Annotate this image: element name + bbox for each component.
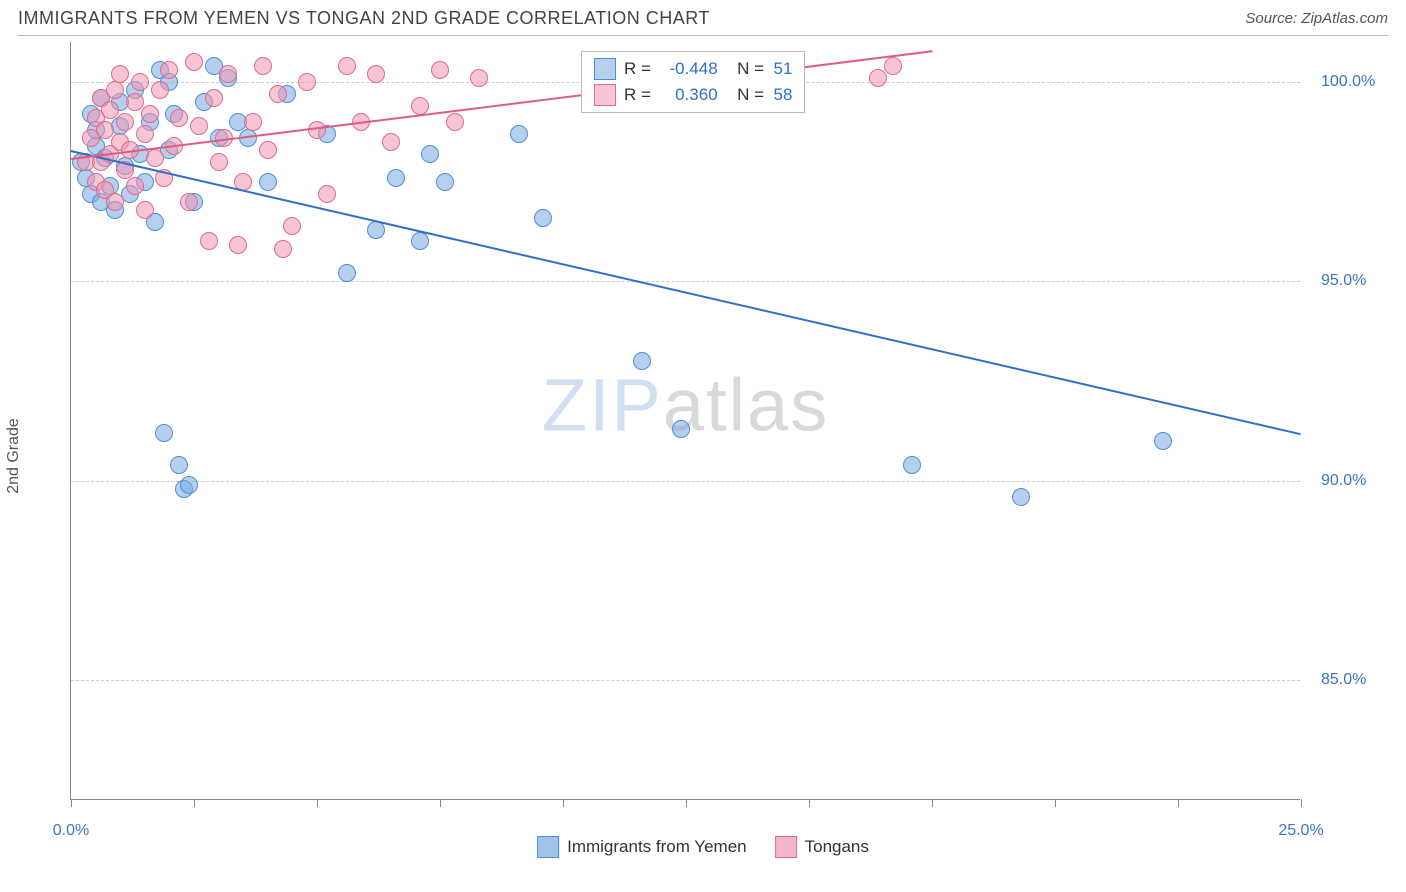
watermark-part1: ZIP bbox=[542, 364, 663, 447]
legend-swatch bbox=[537, 836, 559, 858]
plot-region: ZIPatlas 85.0%90.0%95.0%100.0%0.0%25.0%R… bbox=[70, 42, 1300, 800]
series-legend-label: Tongans bbox=[805, 837, 869, 857]
data-point bbox=[126, 177, 144, 195]
data-point bbox=[210, 153, 228, 171]
stats-legend: R = -0.448 N = 51 R = 0.360 N = 58 bbox=[581, 51, 805, 113]
data-point bbox=[151, 81, 169, 99]
chart-header: IMMIGRANTS FROM YEMEN VS TONGAN 2ND GRAD… bbox=[0, 0, 1406, 33]
y-tick-label: 100.0% bbox=[1321, 73, 1375, 91]
data-point bbox=[884, 57, 902, 75]
data-point bbox=[155, 424, 173, 442]
data-point bbox=[106, 81, 124, 99]
data-point bbox=[387, 169, 405, 187]
data-point bbox=[318, 185, 336, 203]
data-point bbox=[259, 173, 277, 191]
data-point bbox=[259, 141, 277, 159]
x-tick bbox=[1301, 799, 1302, 807]
data-point bbox=[283, 217, 301, 235]
x-tick bbox=[194, 799, 195, 807]
data-point bbox=[446, 113, 464, 131]
x-axis-end-label: 25.0% bbox=[1278, 822, 1323, 840]
data-point bbox=[274, 240, 292, 258]
x-tick bbox=[317, 799, 318, 807]
y-tick-label: 85.0% bbox=[1321, 671, 1366, 689]
data-point bbox=[338, 57, 356, 75]
data-point bbox=[205, 89, 223, 107]
stats-legend-text: R = 0.360 N = 58 bbox=[624, 85, 792, 105]
series-legend-label: Immigrants from Yemen bbox=[567, 837, 747, 857]
x-tick bbox=[809, 799, 810, 807]
data-point bbox=[131, 73, 149, 91]
x-axis-end-label: 0.0% bbox=[53, 822, 89, 840]
chart-source: Source: ZipAtlas.com bbox=[1245, 10, 1388, 27]
gridline bbox=[71, 680, 1300, 681]
data-point bbox=[367, 65, 385, 83]
x-tick bbox=[563, 799, 564, 807]
data-point bbox=[254, 57, 272, 75]
data-point bbox=[633, 352, 651, 370]
data-point bbox=[869, 69, 887, 87]
data-point bbox=[1012, 488, 1030, 506]
data-point bbox=[421, 145, 439, 163]
legend-swatch bbox=[775, 836, 797, 858]
legend-swatch bbox=[594, 84, 616, 106]
data-point bbox=[411, 232, 429, 250]
data-point bbox=[338, 264, 356, 282]
stats-legend-row: R = 0.360 N = 58 bbox=[584, 82, 802, 108]
chart-area: 2nd Grade ZIPatlas 85.0%90.0%95.0%100.0%… bbox=[18, 35, 1388, 875]
x-tick bbox=[932, 799, 933, 807]
series-legend-item: Tongans bbox=[775, 836, 869, 858]
y-tick-label: 95.0% bbox=[1321, 272, 1366, 290]
gridline bbox=[71, 281, 1300, 282]
data-point bbox=[200, 232, 218, 250]
data-point bbox=[1154, 432, 1172, 450]
data-point bbox=[141, 105, 159, 123]
data-point bbox=[180, 193, 198, 211]
x-tick bbox=[71, 799, 72, 807]
data-point bbox=[269, 85, 287, 103]
data-point bbox=[160, 61, 178, 79]
data-point bbox=[510, 125, 528, 143]
data-point bbox=[116, 113, 134, 131]
x-tick bbox=[440, 799, 441, 807]
data-point bbox=[111, 65, 129, 83]
data-point bbox=[229, 236, 247, 254]
data-point bbox=[190, 117, 208, 135]
x-tick bbox=[1178, 799, 1179, 807]
series-legend: Immigrants from Yemen Tongans bbox=[537, 836, 869, 858]
source-label: Source: bbox=[1245, 10, 1301, 27]
data-point bbox=[534, 209, 552, 227]
data-point bbox=[244, 113, 262, 131]
chart-title: IMMIGRANTS FROM YEMEN VS TONGAN 2ND GRAD… bbox=[18, 8, 710, 29]
trend-line bbox=[71, 150, 1301, 435]
x-tick bbox=[1055, 799, 1056, 807]
data-point bbox=[431, 61, 449, 79]
data-point bbox=[382, 133, 400, 151]
data-point bbox=[136, 125, 154, 143]
y-axis-label: 2nd Grade bbox=[5, 418, 23, 494]
data-point bbox=[170, 456, 188, 474]
series-legend-item: Immigrants from Yemen bbox=[537, 836, 747, 858]
legend-swatch bbox=[594, 58, 616, 80]
data-point bbox=[219, 65, 237, 83]
source-value: ZipAtlas.com bbox=[1301, 10, 1388, 27]
data-point bbox=[436, 173, 454, 191]
data-point bbox=[903, 456, 921, 474]
data-point bbox=[180, 476, 198, 494]
stats-legend-text: R = -0.448 N = 51 bbox=[624, 59, 792, 79]
stats-legend-row: R = -0.448 N = 51 bbox=[584, 56, 802, 82]
data-point bbox=[672, 420, 690, 438]
data-point bbox=[185, 53, 203, 71]
data-point bbox=[411, 97, 429, 115]
data-point bbox=[106, 193, 124, 211]
x-tick bbox=[686, 799, 687, 807]
data-point bbox=[470, 69, 488, 87]
data-point bbox=[170, 109, 188, 127]
gridline bbox=[71, 481, 1300, 482]
data-point bbox=[146, 149, 164, 167]
y-tick-label: 90.0% bbox=[1321, 472, 1366, 490]
data-point bbox=[298, 73, 316, 91]
data-point bbox=[136, 201, 154, 219]
